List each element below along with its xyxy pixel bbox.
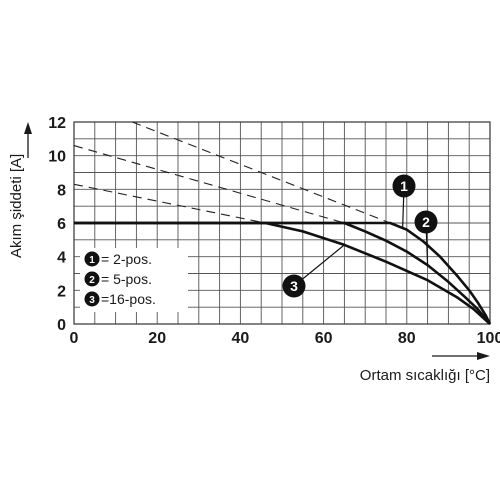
dashed-extension-3 bbox=[73, 183, 266, 224]
series-line-2 bbox=[74, 221, 492, 325]
y-tick-label: 4 bbox=[57, 250, 66, 267]
legend-entry-label: = 5-pos. bbox=[101, 271, 152, 287]
x-axis-arrow-head bbox=[477, 352, 490, 360]
x-tick-label: 20 bbox=[148, 330, 166, 347]
callout-number-2: 2 bbox=[422, 214, 430, 230]
y-tick-label: 6 bbox=[57, 216, 66, 233]
y-tick-label: 8 bbox=[57, 182, 66, 199]
callout-number-1: 1 bbox=[400, 178, 408, 194]
y-tick-label: 12 bbox=[48, 115, 66, 132]
callout-circle-1 bbox=[392, 174, 416, 198]
x-tick-label: 80 bbox=[398, 330, 416, 347]
dashed-extension-1 bbox=[132, 121, 391, 224]
legend-entry-label: =16-pos. bbox=[101, 291, 156, 307]
x-tick-label: 0 bbox=[70, 330, 79, 347]
legend: 1 = 2-pos. 2 = 5-pos. 3 =16-pos. bbox=[80, 248, 188, 312]
dashed-extensions bbox=[73, 121, 391, 224]
legend-entry-label: = 2-pos. bbox=[101, 251, 152, 267]
legend-marker-circle bbox=[84, 251, 100, 267]
series-line-3 bbox=[74, 221, 491, 325]
y-axis-label: Akım şiddeti [A] bbox=[8, 154, 25, 258]
y-tick-label: 0 bbox=[57, 317, 66, 334]
legend-marker-circle bbox=[84, 271, 100, 287]
legend-marker-number: 2 bbox=[89, 275, 95, 286]
callout-number-3: 3 bbox=[290, 278, 298, 294]
legend-marker-circle bbox=[84, 291, 100, 307]
x-tick-label: 40 bbox=[232, 330, 250, 347]
y-axis-title: Akım şiddeti [A] bbox=[8, 154, 25, 258]
callout-circle-2 bbox=[414, 210, 438, 234]
x-axis-label: Ortam sıcaklığı [°C] bbox=[360, 367, 490, 384]
callout-circle-3 bbox=[282, 274, 306, 298]
legend-marker-number: 3 bbox=[89, 295, 95, 306]
series-line-1 bbox=[74, 221, 492, 325]
series-callouts: 1 2 3 bbox=[282, 174, 438, 298]
x-tick-label: 60 bbox=[315, 330, 333, 347]
y-axis-arrow-head bbox=[24, 122, 32, 134]
x-tick-label: 100 bbox=[477, 330, 500, 347]
y-tick-label: 10 bbox=[48, 149, 66, 166]
legend-marker-number: 1 bbox=[89, 255, 95, 266]
series-curves bbox=[74, 221, 492, 325]
dashed-extension-2 bbox=[73, 145, 345, 224]
y-tick-label: 2 bbox=[57, 283, 66, 300]
